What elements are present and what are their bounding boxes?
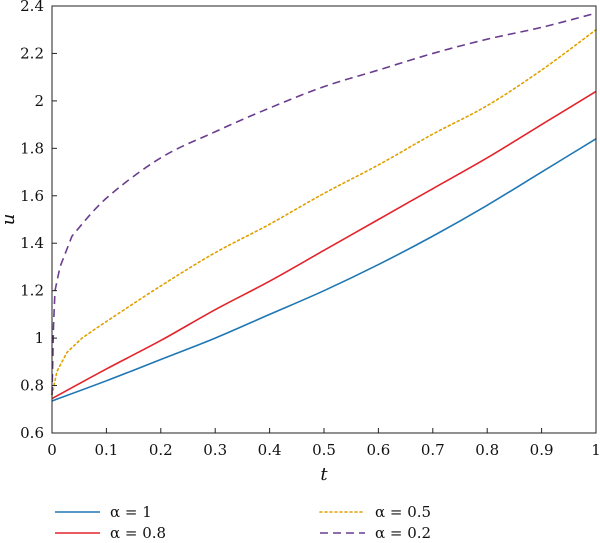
y-tick-label: 0.8 bbox=[20, 377, 44, 395]
y-tick-label: 1.6 bbox=[20, 187, 44, 205]
legend-label: α = 0.5 bbox=[375, 503, 431, 521]
legend: α = 1 α = 0.8 α = 0.5 α = 0.2 bbox=[55, 503, 431, 542]
y-axis-label: u bbox=[0, 214, 19, 226]
series-line-3 bbox=[51, 28, 597, 396]
series-line-4 bbox=[51, 12, 597, 396]
plot-area bbox=[51, 12, 597, 402]
legend-label: α = 0.8 bbox=[110, 524, 166, 542]
x-tick-label: 0 bbox=[47, 441, 57, 459]
y-tick-label: 1 bbox=[34, 329, 44, 347]
x-tick-label: 0.7 bbox=[421, 441, 445, 459]
x-tick-label: 0.1 bbox=[94, 441, 118, 459]
legend-label: α = 0.2 bbox=[375, 524, 431, 542]
y-tick-label: 1.8 bbox=[20, 139, 44, 157]
x-axis-label: t bbox=[320, 464, 328, 485]
y-tick-label: 2.4 bbox=[20, 0, 44, 15]
y-tick-label: 2.2 bbox=[20, 44, 44, 62]
x-tick-label: 1 bbox=[591, 441, 600, 459]
series-line-2 bbox=[51, 90, 597, 400]
axis-ticks: 0 0.1 0.2 0.3 0.4 0.5 0.6 0.7 0.8 0.9 1 0.6 0.8 1 1.2 1… bbox=[20, 0, 600, 459]
y-tick-label: 1.4 bbox=[20, 234, 44, 252]
x-tick-label: 0.9 bbox=[530, 441, 554, 459]
y-tick-label: 2 bbox=[34, 92, 44, 110]
y-tick-label: 0.6 bbox=[20, 424, 44, 442]
x-tick-label: 0.6 bbox=[366, 441, 390, 459]
plot-frame bbox=[51, 5, 597, 434]
y-tick-label: 1.2 bbox=[20, 282, 44, 300]
legend-label: α = 1 bbox=[110, 503, 152, 521]
x-tick-label: 0.5 bbox=[312, 441, 336, 459]
x-tick-label: 0.2 bbox=[149, 441, 173, 459]
x-tick-label: 0.3 bbox=[203, 441, 227, 459]
x-tick-label: 0.8 bbox=[475, 441, 499, 459]
x-tick-label: 0.4 bbox=[258, 441, 282, 459]
series-line-1 bbox=[51, 138, 597, 402]
